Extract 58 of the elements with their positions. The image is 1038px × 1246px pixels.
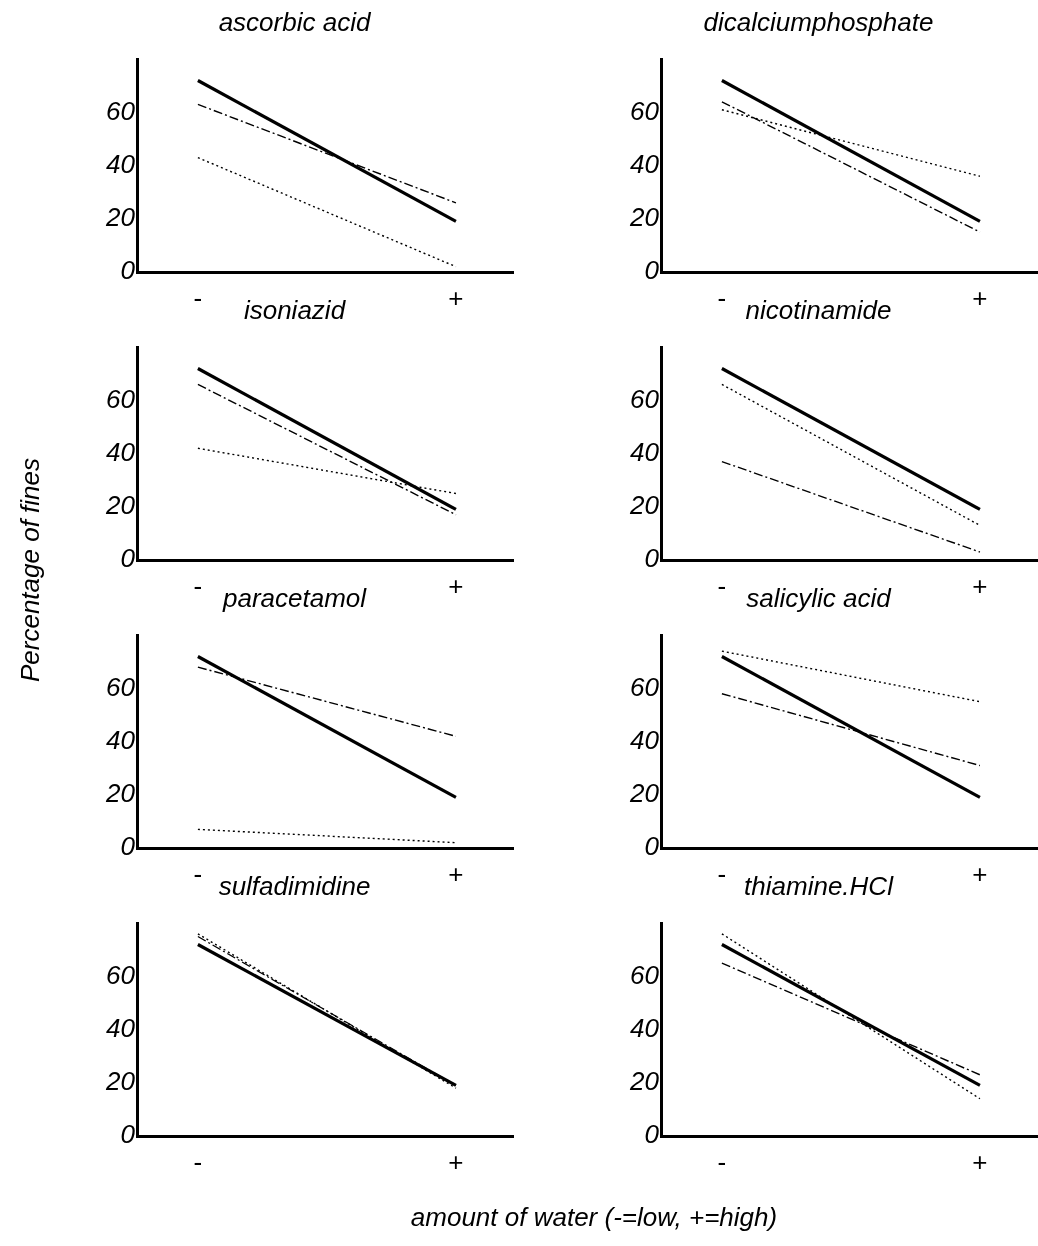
y-tick-label: 20 — [629, 490, 660, 521]
y-tick-label: 0 — [644, 1119, 660, 1150]
y-tick-label: 40 — [106, 436, 136, 467]
y-tick-label: 40 — [106, 1012, 136, 1043]
x-tick-label: - — [193, 282, 203, 313]
y-tick-label: 0 — [644, 831, 660, 862]
x-tick-label: - — [717, 858, 727, 889]
x-tick-label: - — [193, 858, 203, 889]
y-tick-label: 40 — [630, 724, 660, 755]
y-tick-label: 60 — [106, 95, 136, 126]
y-tick-label: 20 — [105, 778, 136, 809]
y-tick-label: 40 — [106, 148, 136, 179]
y-tick-label: 20 — [629, 202, 660, 233]
y-tick-label: 60 — [106, 671, 136, 702]
y-tick-label: 40 — [630, 436, 660, 467]
y-axis-title: Percentage of fines — [14, 457, 46, 683]
chart-title: paracetamol — [221, 582, 368, 613]
x-tick-label: + — [972, 1146, 988, 1177]
x-tick-label: - — [717, 1146, 727, 1177]
x-axis-title: amount of water (-=low, +=high) — [410, 1201, 778, 1233]
y-tick-label: 0 — [120, 1119, 136, 1150]
y-tick-label: 40 — [630, 1012, 660, 1043]
y-tick-label: 20 — [629, 1066, 660, 1097]
chart-title: ascorbic acid — [218, 6, 372, 37]
x-tick-label: + — [972, 570, 988, 601]
y-tick-label: 60 — [630, 671, 660, 702]
x-tick-label: + — [972, 282, 988, 313]
chart-title: salicylic acid — [746, 582, 893, 613]
chart-title: thiamine.HCl — [744, 870, 895, 901]
y-tick-label: 60 — [106, 959, 136, 990]
x-tick-label: + — [448, 1146, 464, 1177]
y-tick-label: 60 — [630, 95, 660, 126]
x-tick-label: - — [193, 570, 203, 601]
y-tick-label: 20 — [105, 1066, 136, 1097]
chart-title: sulfadimidine — [218, 870, 371, 901]
chart-title: dicalciumphosphate — [703, 6, 934, 37]
chart-title: nicotinamide — [745, 294, 892, 325]
y-tick-label: 60 — [630, 383, 660, 414]
y-tick-label: 60 — [106, 383, 136, 414]
y-tick-label: 20 — [105, 202, 136, 233]
y-tick-label: 20 — [629, 778, 660, 809]
y-tick-label: 60 — [630, 959, 660, 990]
x-tick-label: + — [448, 282, 464, 313]
y-tick-label: 20 — [105, 490, 136, 521]
y-tick-label: 0 — [120, 543, 136, 574]
x-tick-label: + — [972, 858, 988, 889]
x-tick-label: - — [717, 570, 727, 601]
x-tick-label: - — [193, 1146, 203, 1177]
y-tick-label: 0 — [644, 543, 660, 574]
x-tick-label: + — [448, 570, 464, 601]
x-tick-label: - — [717, 282, 727, 313]
y-tick-label: 0 — [120, 831, 136, 862]
x-tick-label: + — [448, 858, 464, 889]
y-tick-label: 40 — [630, 148, 660, 179]
y-tick-label: 40 — [106, 724, 136, 755]
y-tick-label: 0 — [644, 255, 660, 286]
y-tick-label: 0 — [120, 255, 136, 286]
chart-title: isoniazid — [243, 294, 347, 325]
